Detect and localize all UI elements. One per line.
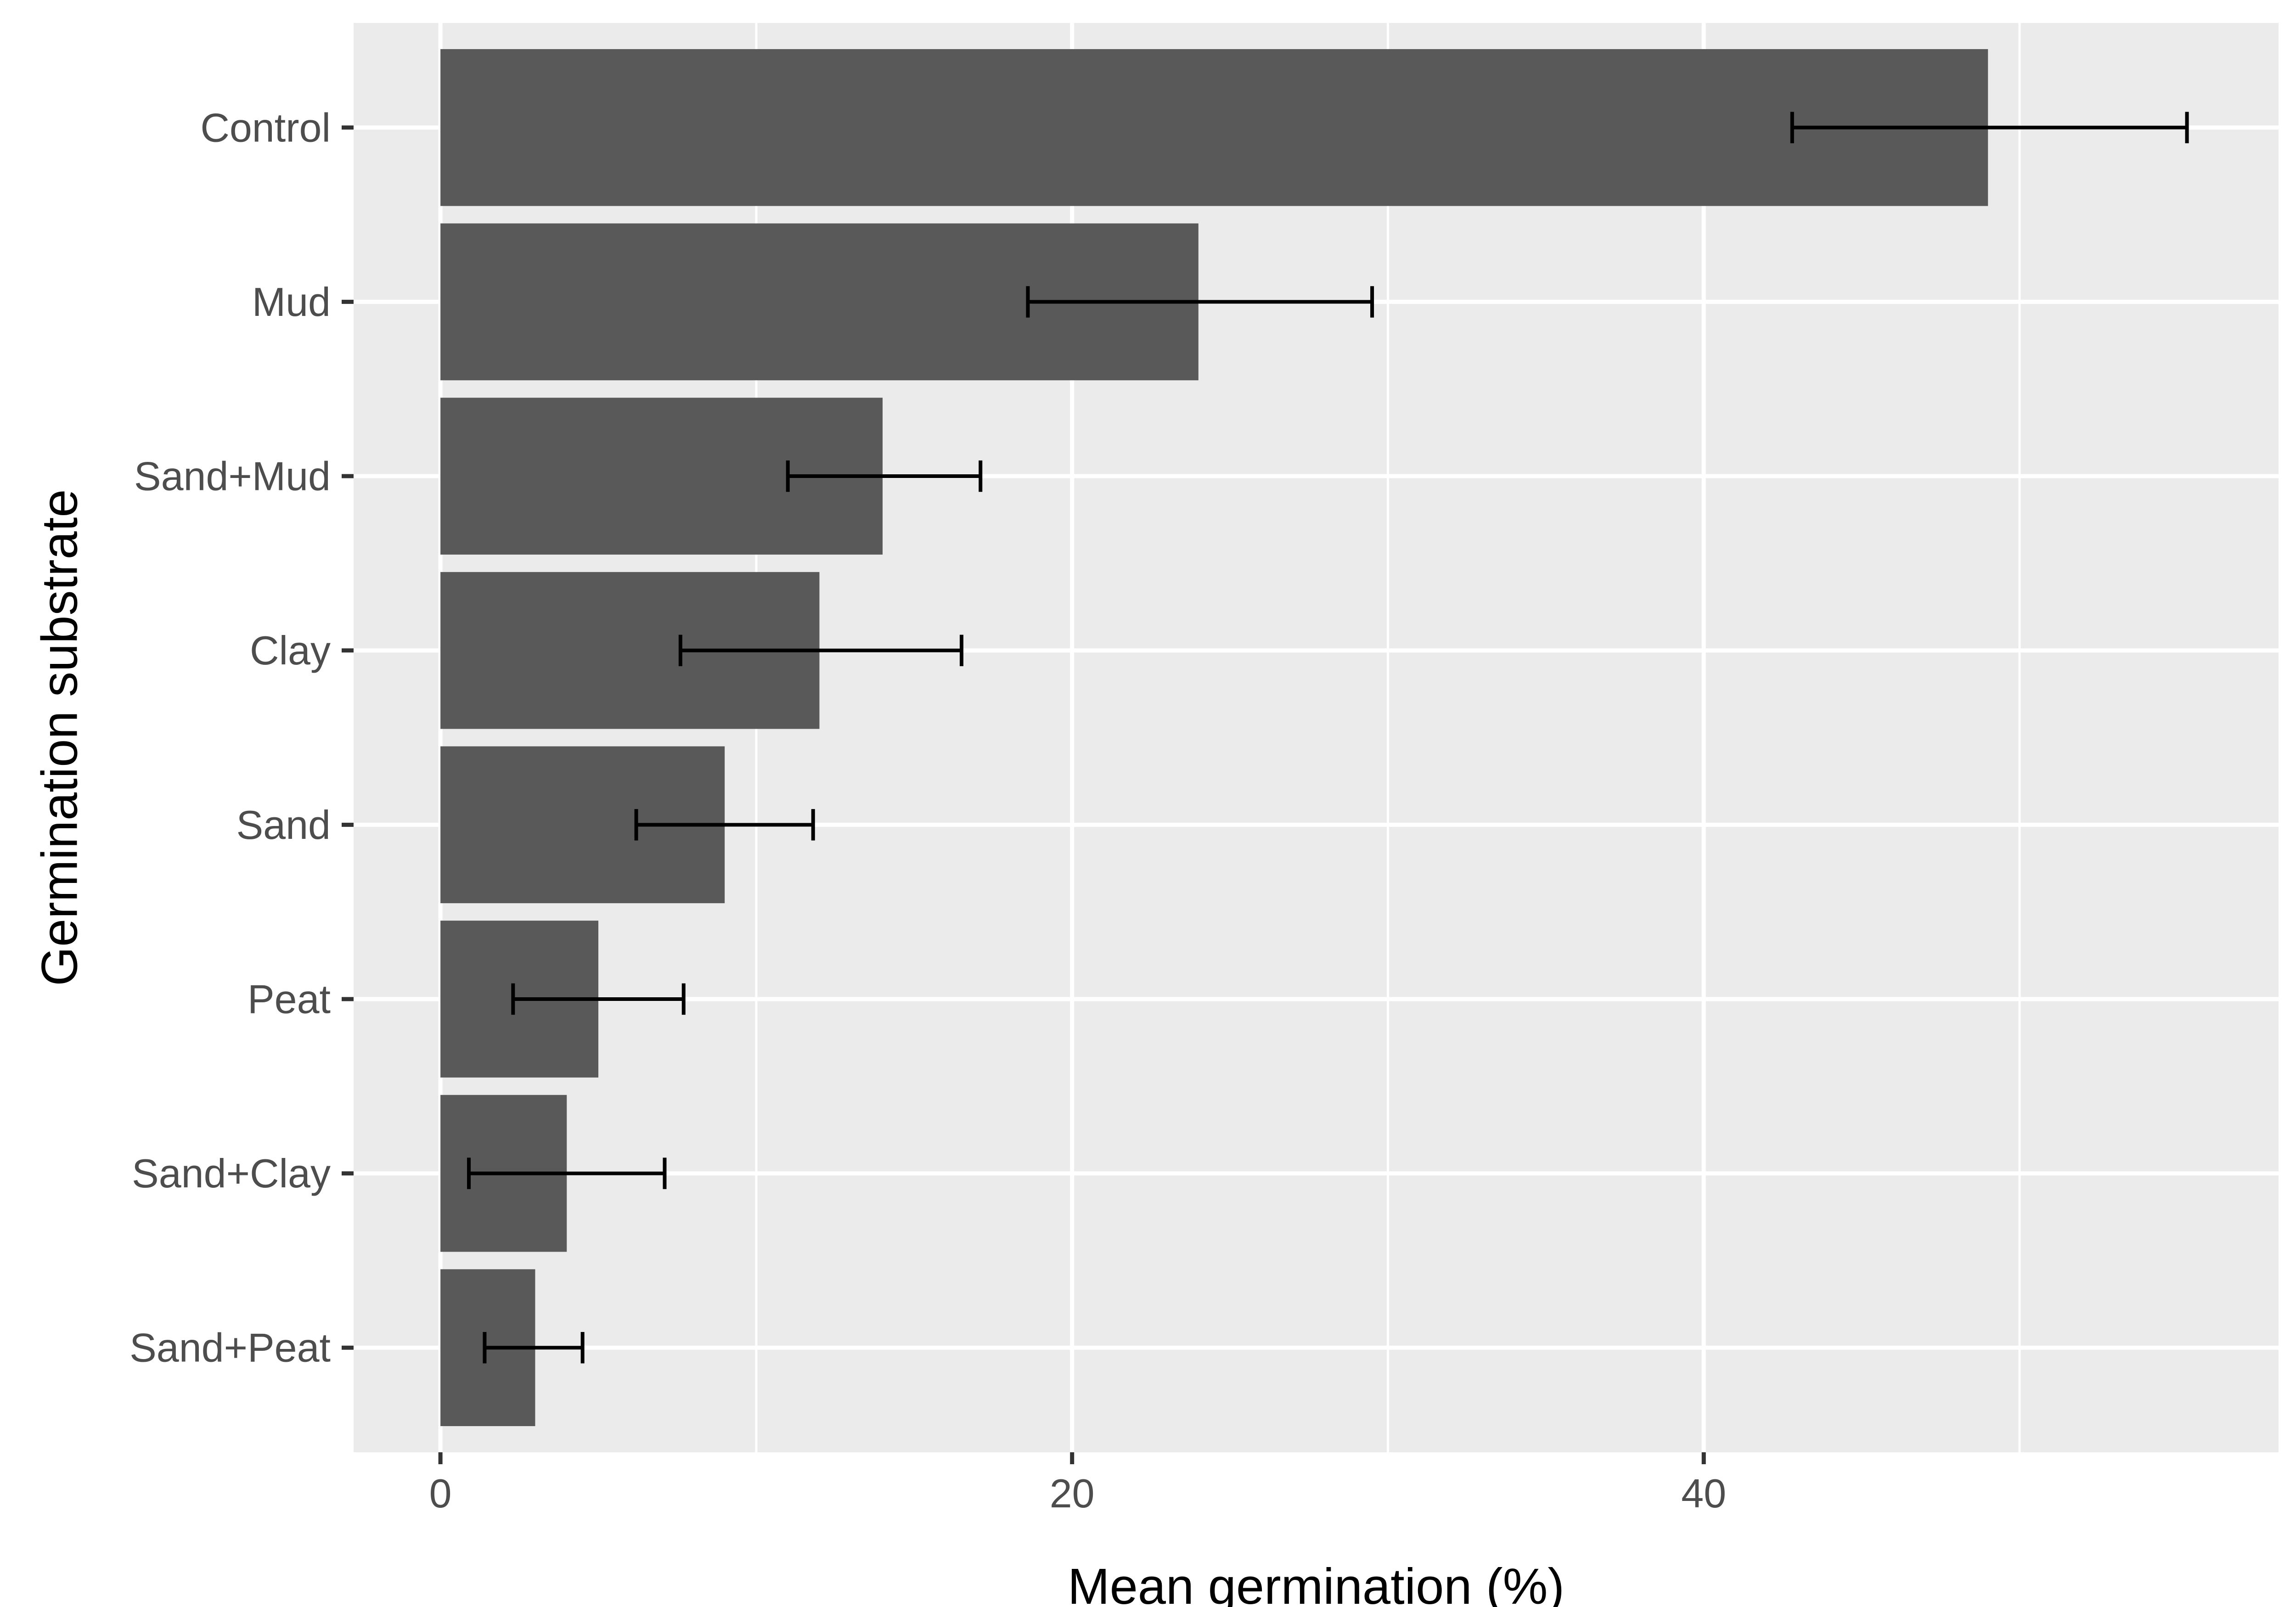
y-axis: Control Mud Sand+Mud Clay Sand Peat Sand+Clay S… bbox=[129, 105, 354, 1371]
y-tick-label: Sand bbox=[236, 802, 331, 848]
bar bbox=[440, 49, 1988, 206]
error-bar bbox=[467, 1157, 667, 1189]
x-axis: 0 20 40 bbox=[429, 1452, 1726, 1516]
y-tick-label: Peat bbox=[248, 976, 331, 1022]
y-tick-label: Sand+Mud bbox=[134, 454, 331, 499]
y-tick-label: Control bbox=[200, 105, 331, 150]
y-tick-label: Clay bbox=[250, 628, 331, 673]
x-tick-label: 0 bbox=[429, 1471, 452, 1516]
y-tick-label: Mud bbox=[252, 279, 331, 325]
error-bar bbox=[678, 635, 963, 666]
error-bar bbox=[1790, 112, 2189, 143]
y-tick-label: Sand+Clay bbox=[132, 1151, 331, 1196]
x-tick-label: 20 bbox=[1050, 1471, 1095, 1516]
x-tick-label: 40 bbox=[1681, 1471, 1726, 1516]
bars bbox=[440, 49, 1988, 1427]
error-bar bbox=[1026, 286, 1374, 318]
error-bar bbox=[786, 460, 983, 492]
y-axis-title: Germination substrate bbox=[32, 489, 88, 986]
error-bars bbox=[467, 112, 2189, 1364]
y-tick-label: Sand+Peat bbox=[129, 1325, 331, 1371]
x-axis-title: Mean germination (%) bbox=[1068, 1558, 1564, 1607]
error-bar bbox=[511, 983, 686, 1015]
error-bar bbox=[634, 809, 815, 841]
error-bar bbox=[483, 1332, 585, 1364]
